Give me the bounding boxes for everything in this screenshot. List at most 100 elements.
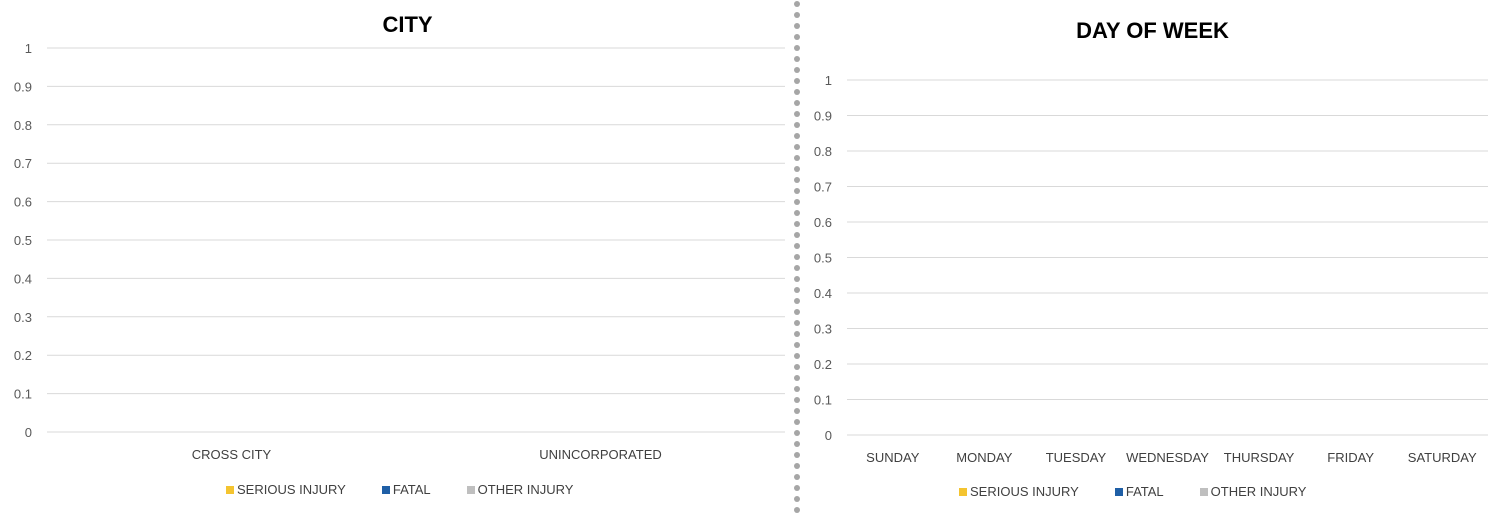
divider-dot [794, 177, 800, 183]
divider-dot [794, 23, 800, 29]
y-tick-label: 0.2 [14, 348, 32, 363]
legend-label: SERIOUS INJURY [970, 484, 1079, 499]
y-tick-label: 0.3 [814, 322, 832, 337]
legend-swatch [1114, 487, 1123, 496]
divider-dot [794, 155, 800, 161]
y-tick-label: 0.4 [814, 286, 832, 301]
divider-dot [794, 331, 800, 337]
divider-dot [794, 221, 800, 227]
legend-swatch [466, 485, 475, 494]
y-tick-label: 0.1 [814, 393, 832, 408]
legend: SERIOUS INJURY FATAL OTHER INJURY [959, 484, 1342, 499]
legend-label: SERIOUS INJURY [237, 482, 346, 497]
divider-dot [794, 287, 800, 293]
y-tick-label: 0 [825, 428, 832, 443]
legend-swatch [1199, 487, 1208, 496]
day-of-week-plot-area: 0 0.1 0.2 0.3 0.4 0.5 0.6 0.7 0.8 0.9 1 SUNDAY MONDA… [814, 73, 1488, 465]
divider-dot [794, 254, 800, 260]
divider-dot [794, 67, 800, 73]
chart-title: DAY OF WEEK [1076, 18, 1229, 43]
divider-dot [794, 199, 800, 205]
divider-dot [794, 309, 800, 315]
divider-dot [794, 485, 800, 491]
divider-dot [794, 166, 800, 172]
divider-dot [794, 210, 800, 216]
y-tick-label: 0.6 [14, 195, 32, 210]
legend-item-other-injury: OTHER INJURY [466, 482, 574, 497]
divider-dot [794, 56, 800, 62]
divider-dot [794, 419, 800, 425]
y-tick-label: 0.6 [814, 215, 832, 230]
divider-dot [794, 496, 800, 502]
divider-dot [794, 408, 800, 414]
divider-dot [794, 232, 800, 238]
y-tick-label: 0.9 [14, 79, 32, 94]
divider-dot [794, 463, 800, 469]
divider-dot [794, 507, 800, 513]
y-tick-label: 0.2 [814, 357, 832, 372]
legend-swatch [226, 485, 234, 494]
y-tick-label: 0.3 [14, 310, 32, 325]
y-tick-label: 0.9 [814, 109, 832, 124]
divider-dot [794, 342, 800, 348]
y-tick-label: 1 [25, 41, 32, 56]
y-tick-label: 0.7 [814, 180, 832, 195]
x-tick-label: SATURDAY [1408, 450, 1477, 465]
legend: SERIOUS INJURY FATAL OTHER INJURY [226, 482, 609, 497]
y-tick-label: 0.5 [814, 251, 832, 266]
panel-divider [794, 1, 800, 513]
divider-dot [794, 397, 800, 403]
divider-dot [794, 265, 800, 271]
x-tick-label: THURSDAY [1224, 450, 1295, 465]
legend-label: FATAL [1125, 484, 1164, 499]
y-tick-label: 0.4 [14, 271, 32, 286]
legend-item-fatal: FATAL [381, 482, 431, 497]
divider-dot [794, 474, 800, 480]
divider-dot [794, 89, 800, 95]
y-tick-label: 0.1 [14, 387, 32, 402]
divider-dot [794, 276, 800, 282]
legend-item-other-injury: OTHER INJURY [1199, 484, 1307, 499]
divider-dot [794, 188, 800, 194]
legend-label: FATAL [392, 482, 431, 497]
divider-dot [794, 375, 800, 381]
y-tick-label: 0.8 [814, 144, 832, 159]
divider-dot [794, 386, 800, 392]
legend-item-fatal: FATAL [1114, 484, 1164, 499]
city-chart: CITY 0 0.1 0.2 0.3 0.4 0.5 0.6 0.7 0.8 0.9 1 CROSS … [14, 12, 785, 497]
divider-dot [794, 353, 800, 359]
divider-dot [794, 122, 800, 128]
legend-item-serious-injury: SERIOUS INJURY [226, 482, 346, 497]
divider-dot [794, 364, 800, 370]
divider-dot [794, 100, 800, 106]
divider-dot [794, 452, 800, 458]
divider-dot [794, 111, 800, 117]
city-plot-area: 0 0.1 0.2 0.3 0.4 0.5 0.6 0.7 0.8 0.9 1 CROSS CITY U… [14, 41, 785, 462]
x-tick-label: FRIDAY [1327, 450, 1374, 465]
day-of-week-chart: DAY OF WEEK 0 0.1 0.2 0.3 0.4 0.5 0.6 0.7 0.8 0.9… [805, 0, 1500, 521]
divider-dot [794, 441, 800, 447]
x-tick-label: WEDNESDAY [1126, 450, 1209, 465]
y-tick-label: 0 [25, 425, 32, 440]
x-tick-label: TUESDAY [1046, 450, 1107, 465]
divider-dot [794, 430, 800, 436]
legend-item-serious-injury: SERIOUS INJURY [959, 484, 1079, 499]
divider-dot [794, 1, 800, 7]
divider-dot [794, 34, 800, 40]
divider-dot [794, 243, 800, 249]
legend-label: OTHER INJURY [477, 482, 574, 497]
x-tick-label: SUNDAY [866, 450, 920, 465]
y-tick-label: 0.5 [14, 233, 32, 248]
y-tick-label: 0.7 [14, 156, 32, 171]
divider-dot [794, 45, 800, 51]
y-tick-label: 0.8 [14, 118, 32, 133]
x-tick-label: MONDAY [956, 450, 1012, 465]
divider-dot [794, 144, 800, 150]
y-tick-label: 1 [825, 73, 832, 88]
divider-dot [794, 133, 800, 139]
legend-swatch [959, 487, 967, 496]
divider-dot [794, 320, 800, 326]
chart-title: CITY [382, 12, 433, 37]
legend-label: OTHER INJURY [1210, 484, 1307, 499]
divider-dot [794, 78, 800, 84]
